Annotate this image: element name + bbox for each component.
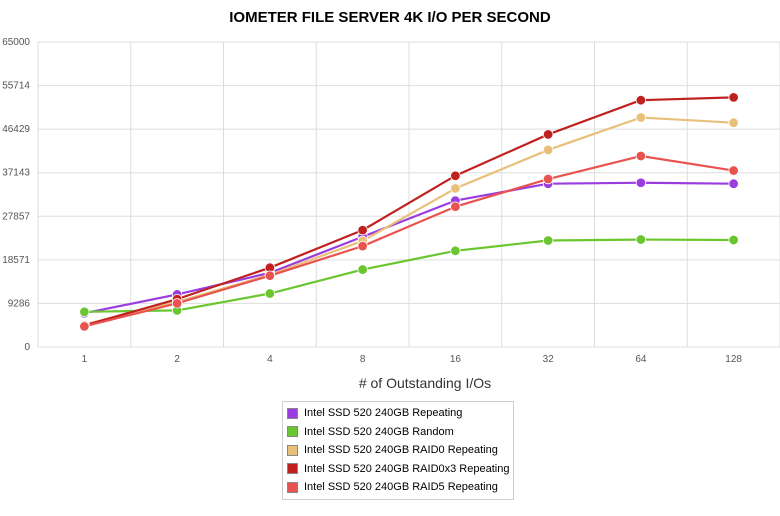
data-point bbox=[79, 321, 90, 332]
legend-item: Intel SSD 520 240GB Random bbox=[283, 423, 513, 442]
legend-swatch bbox=[287, 426, 298, 438]
series-line bbox=[84, 238, 734, 313]
data-point bbox=[79, 306, 90, 318]
grid-layer bbox=[37, 41, 780, 348]
x-tick-label: 1 bbox=[82, 354, 88, 365]
data-point bbox=[264, 270, 276, 281]
x-tick-label: 4 bbox=[267, 354, 273, 365]
x-axis-title: # of Outstanding I/Os bbox=[359, 375, 491, 391]
chart-title: IOMETER FILE SERVER 4K I/O PER SECOND bbox=[229, 9, 551, 26]
data-point bbox=[357, 240, 368, 252]
x-tick-label: 32 bbox=[543, 354, 555, 365]
data-point bbox=[635, 177, 647, 188]
legend-label: Intel SSD 520 240GB RAID5 Repeating bbox=[304, 481, 498, 494]
legend-swatch bbox=[287, 407, 298, 419]
legend-label: Intel SSD 520 240GB RAID0 Repeating bbox=[304, 444, 498, 457]
data-point bbox=[542, 129, 554, 140]
y-tick-label: 0 bbox=[24, 342, 30, 353]
x-tick-label: 128 bbox=[725, 354, 742, 365]
y-tick-label: 65000 bbox=[2, 37, 30, 48]
series-layer bbox=[79, 92, 739, 332]
legend-item: Intel SSD 520 240GB RAID5 Repeating bbox=[283, 478, 513, 497]
y-tick-label: 46429 bbox=[2, 124, 30, 135]
data-point bbox=[635, 94, 647, 106]
x-tick-label: 64 bbox=[635, 354, 647, 365]
data-point bbox=[542, 173, 554, 185]
data-point bbox=[728, 117, 739, 128]
data-point bbox=[450, 245, 461, 257]
data-point bbox=[542, 235, 554, 246]
legend-item: Intel SSD 520 240GB RAID0x3 Repeating bbox=[283, 460, 513, 479]
data-point bbox=[357, 264, 368, 275]
data-point bbox=[728, 165, 739, 176]
data-point bbox=[264, 288, 276, 299]
data-point bbox=[450, 170, 461, 181]
data-point bbox=[357, 224, 368, 236]
data-point bbox=[635, 112, 647, 123]
data-point bbox=[450, 201, 461, 212]
data-point bbox=[728, 234, 739, 246]
data-point bbox=[635, 234, 647, 245]
legend-item: Intel SSD 520 240GB Repeating bbox=[283, 404, 513, 423]
y-axis-ticks: 0 9286 18571 27857 37143 46429 55714 65000 bbox=[2, 37, 30, 353]
y-tick-label: 9286 bbox=[8, 298, 31, 309]
legend-swatch bbox=[287, 444, 298, 456]
series-line bbox=[84, 116, 734, 326]
y-tick-label: 18571 bbox=[2, 255, 30, 266]
y-tick-label: 27857 bbox=[2, 211, 30, 222]
x-axis-ticks: 1 2 4 8 16 32 64 128 bbox=[82, 354, 743, 365]
series-line bbox=[84, 154, 734, 328]
series-line bbox=[84, 181, 734, 315]
legend-swatch bbox=[287, 481, 298, 493]
data-point bbox=[542, 144, 554, 156]
data-point bbox=[728, 92, 739, 103]
data-point bbox=[728, 178, 739, 189]
x-tick-label: 16 bbox=[450, 354, 462, 365]
legend-label: Intel SSD 520 240GB Random bbox=[304, 425, 454, 438]
data-point bbox=[635, 150, 647, 162]
x-tick-label: 8 bbox=[360, 354, 366, 365]
data-point bbox=[450, 183, 461, 194]
chart-legend: Intel SSD 520 240GB Repeating Intel SSD 5… bbox=[282, 401, 514, 500]
legend-item: Intel SSD 520 240GB RAID0 Repeating bbox=[283, 441, 513, 460]
legend-label: Intel SSD 520 240GB RAID0x3 Repeating bbox=[304, 462, 510, 475]
legend-label: Intel SSD 520 240GB Repeating bbox=[304, 407, 463, 420]
legend-swatch bbox=[287, 463, 298, 475]
y-tick-label: 37143 bbox=[2, 168, 30, 179]
data-point bbox=[171, 298, 183, 309]
x-tick-label: 2 bbox=[174, 354, 180, 365]
chart-plot: 0 9286 18571 27857 37143 46429 55714 65000 1 2 4 8… bbox=[2, 37, 780, 391]
series-line bbox=[84, 96, 734, 327]
y-tick-label: 55714 bbox=[2, 81, 30, 92]
